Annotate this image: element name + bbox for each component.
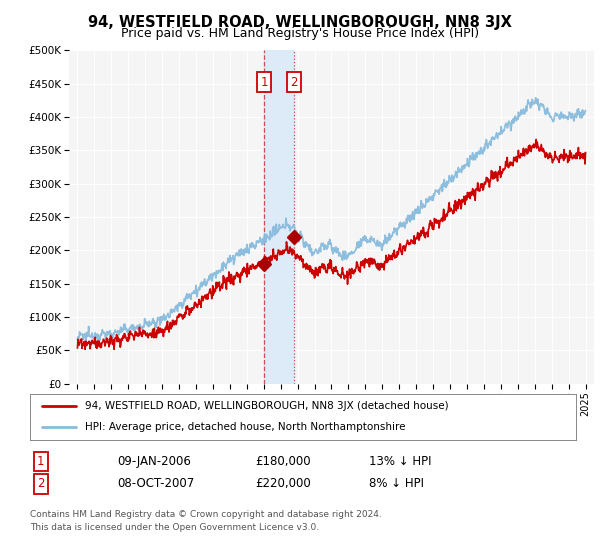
Text: £220,000: £220,000 <box>255 477 311 491</box>
Text: 2: 2 <box>290 76 298 88</box>
Text: 94, WESTFIELD ROAD, WELLINGBOROUGH, NN8 3JX (detached house): 94, WESTFIELD ROAD, WELLINGBOROUGH, NN8 … <box>85 401 448 411</box>
Text: 1: 1 <box>37 455 44 468</box>
Text: This data is licensed under the Open Government Licence v3.0.: This data is licensed under the Open Gov… <box>30 523 319 532</box>
Text: 08-OCT-2007: 08-OCT-2007 <box>117 477 194 491</box>
Text: 1: 1 <box>260 76 268 88</box>
Text: Price paid vs. HM Land Registry's House Price Index (HPI): Price paid vs. HM Land Registry's House … <box>121 27 479 40</box>
Text: 2: 2 <box>37 477 44 491</box>
Text: 8% ↓ HPI: 8% ↓ HPI <box>369 477 424 491</box>
Text: £180,000: £180,000 <box>255 455 311 468</box>
Text: 13% ↓ HPI: 13% ↓ HPI <box>369 455 431 468</box>
Text: HPI: Average price, detached house, North Northamptonshire: HPI: Average price, detached house, Nort… <box>85 422 405 432</box>
Text: 94, WESTFIELD ROAD, WELLINGBOROUGH, NN8 3JX: 94, WESTFIELD ROAD, WELLINGBOROUGH, NN8 … <box>88 15 512 30</box>
Text: 09-JAN-2006: 09-JAN-2006 <box>117 455 191 468</box>
Bar <box>264 50 294 384</box>
Text: Contains HM Land Registry data © Crown copyright and database right 2024.: Contains HM Land Registry data © Crown c… <box>30 510 382 519</box>
